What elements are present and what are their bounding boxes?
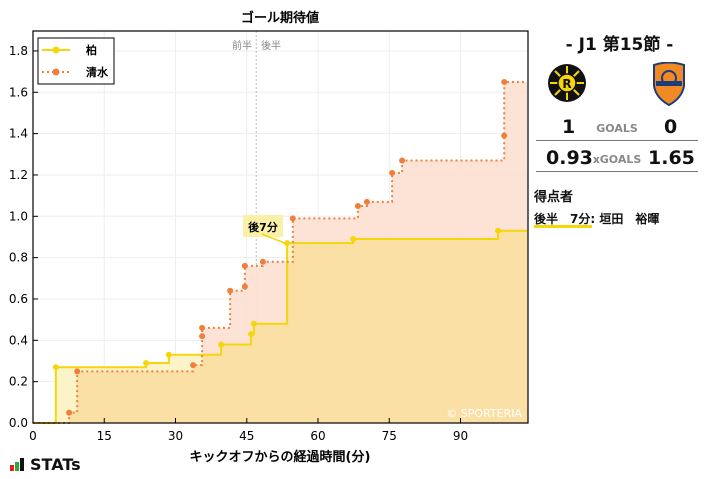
data-point xyxy=(259,258,266,265)
data-point xyxy=(354,202,361,209)
second-half-label: 後半 xyxy=(261,39,281,52)
data-point xyxy=(190,362,197,369)
home-goals: 1 xyxy=(562,116,576,138)
legend-shimizu: 清水 xyxy=(86,65,109,79)
xg-chart: 0 15 30 45 60 75 90 0.0 0.2 0.4 0.6 0.8 1.0 1.2 1.4 1.6… xyxy=(9,10,529,465)
svg-text:0.4: 0.4 xyxy=(9,333,28,347)
data-point xyxy=(501,132,508,139)
svg-text:30: 30 xyxy=(168,429,183,443)
scorers-heading: 得点者 xyxy=(534,190,574,205)
svg-text:75: 75 xyxy=(382,429,397,443)
svg-text:1.6: 1.6 xyxy=(9,85,28,99)
data-point xyxy=(199,324,206,331)
watermark: © SPORTERIA xyxy=(446,407,522,420)
data-point xyxy=(143,360,150,367)
data-point xyxy=(165,351,172,358)
svg-text:1.0: 1.0 xyxy=(9,209,28,223)
data-point xyxy=(284,240,291,247)
data-point xyxy=(66,409,73,416)
round-title: - J1 第15節 - xyxy=(565,35,674,55)
data-point xyxy=(52,364,59,371)
svg-text:1.2: 1.2 xyxy=(9,168,28,182)
scorer-entry: 後半 7分: 垣田 裕暉 xyxy=(534,212,660,226)
data-point xyxy=(350,236,357,243)
svg-text:1.8: 1.8 xyxy=(9,44,28,58)
data-point xyxy=(363,198,370,205)
data-point xyxy=(495,227,502,234)
legend-kashiwa: 柏 xyxy=(86,43,97,57)
svg-text:後7分: 後7分 xyxy=(248,220,278,234)
legend: 柏 清水 xyxy=(37,37,115,85)
home-xgoals: 0.93 xyxy=(546,147,593,169)
goals-label: GOALS xyxy=(596,122,638,135)
data-point xyxy=(501,78,508,85)
data-point xyxy=(389,169,396,176)
xgoals-row: 0.93 xGOALS 1.65 xyxy=(536,145,698,172)
svg-text:90: 90 xyxy=(453,429,468,443)
data-point xyxy=(218,341,225,348)
svg-text:0.2: 0.2 xyxy=(9,375,28,389)
series-line xyxy=(33,80,527,424)
away-xgoals: 1.65 xyxy=(648,147,695,169)
x-axis-label: キックオフからの経過時間(分) xyxy=(190,449,371,465)
first-half-label: 前半 xyxy=(232,39,252,52)
xgoals-label: xGOALS xyxy=(592,153,642,166)
svg-text:0.6: 0.6 xyxy=(9,292,28,306)
data-point xyxy=(241,283,248,290)
stats-logo-icon xyxy=(10,458,24,471)
goals-row: 1 GOALS 0 xyxy=(536,114,698,141)
data-point xyxy=(241,262,248,269)
svg-text:60: 60 xyxy=(310,429,325,443)
away-goals: 0 xyxy=(664,116,678,138)
data-point xyxy=(74,368,81,375)
svg-text:15: 15 xyxy=(97,429,112,443)
kashiwa-crest-icon: R xyxy=(548,64,586,102)
svg-text:0.8: 0.8 xyxy=(9,251,28,265)
data-point xyxy=(289,215,296,222)
data-point xyxy=(399,157,406,164)
data-point xyxy=(199,333,206,340)
plot-frame xyxy=(32,30,529,424)
svg-text:1.4: 1.4 xyxy=(9,127,28,141)
stats-brand: STATs xyxy=(10,455,81,474)
goal-annotation: 後7分 xyxy=(243,215,288,245)
data-point xyxy=(227,287,234,294)
svg-text:0.0: 0.0 xyxy=(9,416,28,430)
shimizu-crest-icon xyxy=(653,62,685,106)
chart-title: ゴール期待値 xyxy=(241,10,319,26)
svg-text:45: 45 xyxy=(239,429,254,443)
svg-text:0: 0 xyxy=(29,429,37,443)
data-point xyxy=(248,331,255,338)
scorer-underline xyxy=(534,225,592,228)
data-point xyxy=(250,320,257,327)
svg-text:R: R xyxy=(562,77,571,91)
match-summary: - J1 第15節 - R 1 GOALS 0 0.93 xGOALS 1.65… xyxy=(532,0,707,260)
